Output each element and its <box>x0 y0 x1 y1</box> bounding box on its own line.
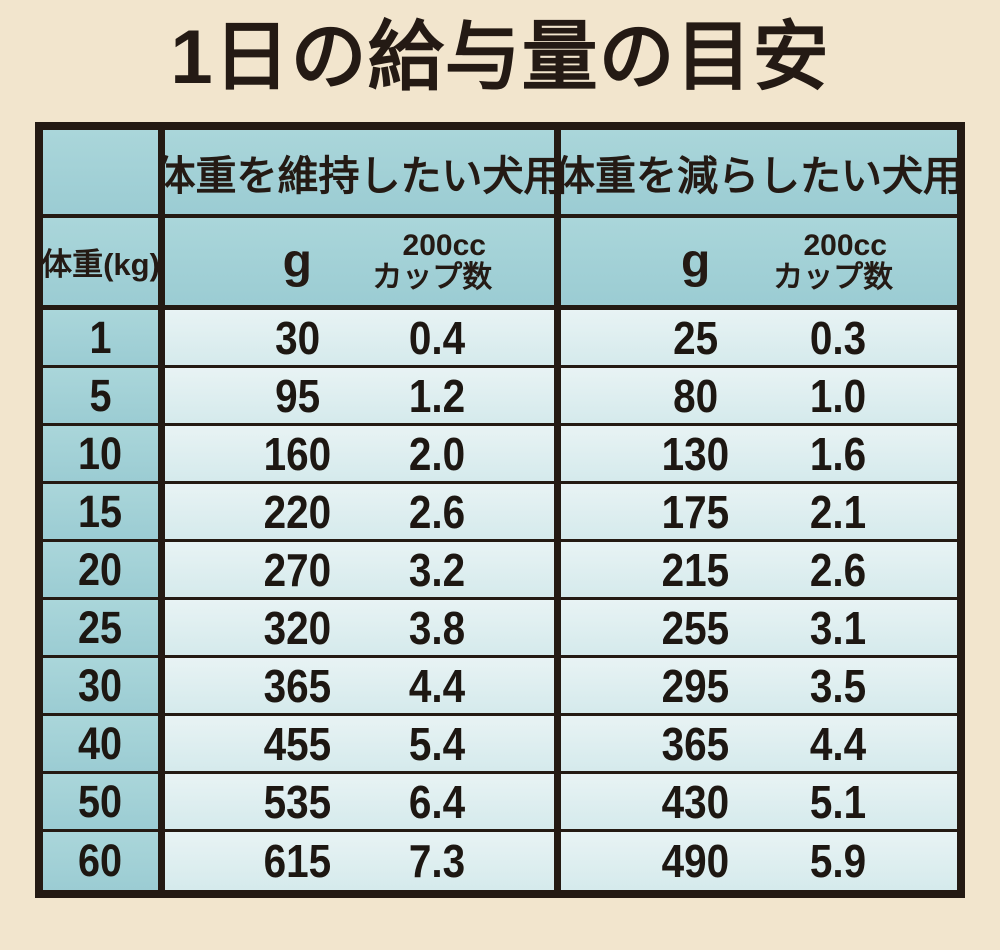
reduce-cup-cell: 3.5 <box>810 659 867 712</box>
reduce-g-cell: 25 <box>673 311 719 364</box>
maintain-cup-cell: 0.4 <box>409 311 466 364</box>
table-header-row-units: 体重(kg) g 200cc カップ数 g 200cc カップ数 <box>43 218 957 310</box>
maintain-g-cell: 30 <box>274 311 320 364</box>
reduce-g-cell: 295 <box>661 659 730 712</box>
reduce-g-cell: 215 <box>661 543 730 596</box>
weight-cell: 25 <box>78 601 123 653</box>
reduce-g-cell: 80 <box>673 369 719 422</box>
feeding-guide-table: 体重を維持したい犬用 体重を減らしたい犬用 体重(kg) g 200cc カップ… <box>35 122 965 898</box>
reduce-unit-cup-line2: カップ数 <box>773 260 894 294</box>
section-header-reduce: 体重を減らしたい犬用 <box>561 130 957 214</box>
weight-cell: 40 <box>78 717 123 769</box>
reduce-cup-cell: 5.9 <box>810 835 867 887</box>
maintain-cup-cell: 3.8 <box>409 601 466 654</box>
maintain-g-cell: 365 <box>263 659 332 712</box>
table-row: 15 220 2.6 175 2.1 <box>43 484 957 542</box>
section-header-maintain: 体重を維持したい犬用 <box>165 130 561 214</box>
weight-cell: 10 <box>78 427 123 479</box>
weight-cell: 30 <box>78 659 123 711</box>
reduce-cup-cell: 1.6 <box>810 427 867 480</box>
reduce-unit-cup: 200cc カップ数 <box>773 229 898 293</box>
table-row: 1 30 0.4 25 0.3 <box>43 310 957 368</box>
maintain-cup-cell: 6.4 <box>409 775 466 828</box>
table-row: 30 365 4.4 295 3.5 <box>43 658 957 716</box>
weight-cell: 60 <box>78 835 123 886</box>
reduce-g-cell: 255 <box>661 601 730 654</box>
maintain-g-cell: 95 <box>274 369 320 422</box>
reduce-g-cell: 130 <box>661 427 730 480</box>
reduce-cup-cell: 4.4 <box>810 717 867 770</box>
maintain-cup-cell: 7.3 <box>409 835 466 887</box>
maintain-g-cell: 270 <box>263 543 332 596</box>
maintain-g-cell: 160 <box>263 427 332 480</box>
corner-cell <box>43 130 165 214</box>
maintain-cup-cell: 1.2 <box>409 369 466 422</box>
weight-cell: 20 <box>78 543 123 595</box>
reduce-g-cell: 430 <box>661 775 730 828</box>
table-row: 20 270 3.2 215 2.6 <box>43 542 957 600</box>
maintain-g-cell: 455 <box>263 717 332 770</box>
table-row: 50 535 6.4 430 5.1 <box>43 774 957 832</box>
table-row: 25 320 3.8 255 3.1 <box>43 600 957 658</box>
reduce-g-cell: 490 <box>661 835 730 887</box>
reduce-cup-cell: 0.3 <box>810 311 867 364</box>
weight-cell: 50 <box>78 775 123 827</box>
reduce-cup-cell: 2.6 <box>810 543 867 596</box>
maintain-g-cell: 535 <box>263 775 332 828</box>
weight-column-header: 体重(kg) <box>43 218 165 305</box>
reduce-unit-cup-line1: 200cc <box>803 229 887 262</box>
page-title: 1日の給与量の目安 <box>170 15 830 100</box>
maintain-unit-cup-line2: カップ数 <box>372 260 493 294</box>
maintain-unit-cup-line1: 200cc <box>402 229 486 262</box>
reduce-cup-cell: 5.1 <box>810 775 867 828</box>
maintain-cup-cell: 2.6 <box>409 485 466 538</box>
maintain-cup-cell: 3.2 <box>409 543 466 596</box>
table-row: 10 160 2.0 130 1.6 <box>43 426 957 484</box>
maintain-g-cell: 220 <box>263 485 332 538</box>
table-header-row-sections: 体重を維持したい犬用 体重を減らしたい犬用 <box>43 130 957 218</box>
weight-cell: 1 <box>89 311 112 363</box>
reduce-cup-cell: 1.0 <box>810 369 867 422</box>
reduce-cup-cell: 2.1 <box>810 485 867 538</box>
maintain-units-cell: g 200cc カップ数 <box>165 218 561 305</box>
reduce-units-cell: g 200cc カップ数 <box>561 218 957 305</box>
maintain-unit-g: g <box>282 234 312 288</box>
reduce-g-cell: 365 <box>661 717 730 770</box>
reduce-unit-g: g <box>680 234 711 288</box>
maintain-cup-cell: 4.4 <box>409 659 466 712</box>
reduce-g-cell: 175 <box>661 485 730 538</box>
maintain-g-cell: 320 <box>263 601 332 654</box>
table-row: 40 455 5.4 365 4.4 <box>43 716 957 774</box>
maintain-cup-cell: 5.4 <box>409 717 466 770</box>
weight-cell: 15 <box>78 485 123 537</box>
reduce-cup-cell: 3.1 <box>810 601 867 654</box>
weight-cell: 5 <box>89 369 112 421</box>
maintain-unit-cup: 200cc カップ数 <box>372 229 497 293</box>
table-row: 5 95 1.2 80 1.0 <box>43 368 957 426</box>
maintain-g-cell: 615 <box>263 835 332 887</box>
table-row: 60 615 7.3 490 5.9 <box>43 832 957 890</box>
maintain-cup-cell: 2.0 <box>409 427 466 480</box>
